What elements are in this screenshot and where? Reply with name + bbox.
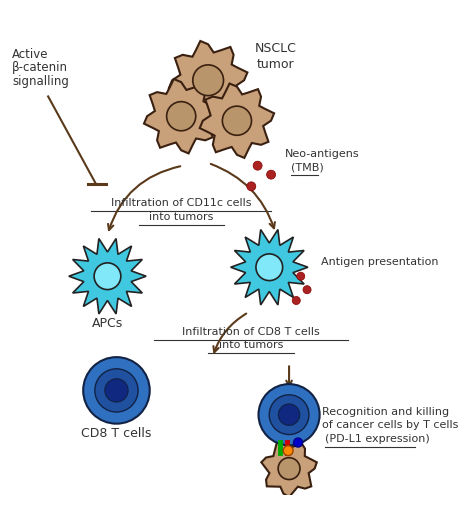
Circle shape <box>297 272 305 280</box>
Text: tumor: tumor <box>257 57 294 70</box>
Text: Neo-antigens: Neo-antigens <box>284 148 359 159</box>
Text: CD8 T cells: CD8 T cells <box>81 427 152 440</box>
Text: Infiltration of CD8 T cells: Infiltration of CD8 T cells <box>182 327 320 337</box>
Circle shape <box>278 404 300 425</box>
Circle shape <box>105 379 128 402</box>
Circle shape <box>258 384 319 445</box>
Text: Antigen presentation: Antigen presentation <box>320 256 438 267</box>
Polygon shape <box>169 41 247 119</box>
Text: (PD-L1 expression): (PD-L1 expression) <box>325 433 430 444</box>
Text: Active: Active <box>12 48 49 61</box>
Text: of cancer cells by T cells: of cancer cells by T cells <box>322 420 459 430</box>
Circle shape <box>247 182 256 191</box>
Circle shape <box>83 357 150 424</box>
Text: signalling: signalling <box>12 75 69 88</box>
Circle shape <box>292 296 301 305</box>
Circle shape <box>266 170 275 179</box>
Text: Infiltration of CD11c cells: Infiltration of CD11c cells <box>111 198 251 208</box>
Polygon shape <box>231 230 308 305</box>
Circle shape <box>269 395 309 435</box>
Polygon shape <box>200 83 274 158</box>
Circle shape <box>222 106 252 135</box>
Circle shape <box>303 286 311 294</box>
Polygon shape <box>261 443 317 497</box>
Circle shape <box>253 161 262 170</box>
Text: Recognition and killing: Recognition and killing <box>322 407 449 417</box>
Text: NSCLC: NSCLC <box>255 42 297 55</box>
Circle shape <box>283 445 293 455</box>
Circle shape <box>95 369 138 412</box>
Text: APCs: APCs <box>92 317 123 330</box>
Circle shape <box>278 457 300 479</box>
Text: into tumors: into tumors <box>149 213 213 222</box>
Text: β-catenin: β-catenin <box>12 61 68 75</box>
Circle shape <box>293 438 302 447</box>
Text: into tumors: into tumors <box>219 340 283 350</box>
Circle shape <box>94 263 121 290</box>
Circle shape <box>167 102 196 131</box>
Text: (TMB): (TMB) <box>291 162 324 172</box>
Circle shape <box>256 254 283 281</box>
Polygon shape <box>69 239 146 314</box>
Polygon shape <box>144 79 219 153</box>
Circle shape <box>193 65 224 96</box>
